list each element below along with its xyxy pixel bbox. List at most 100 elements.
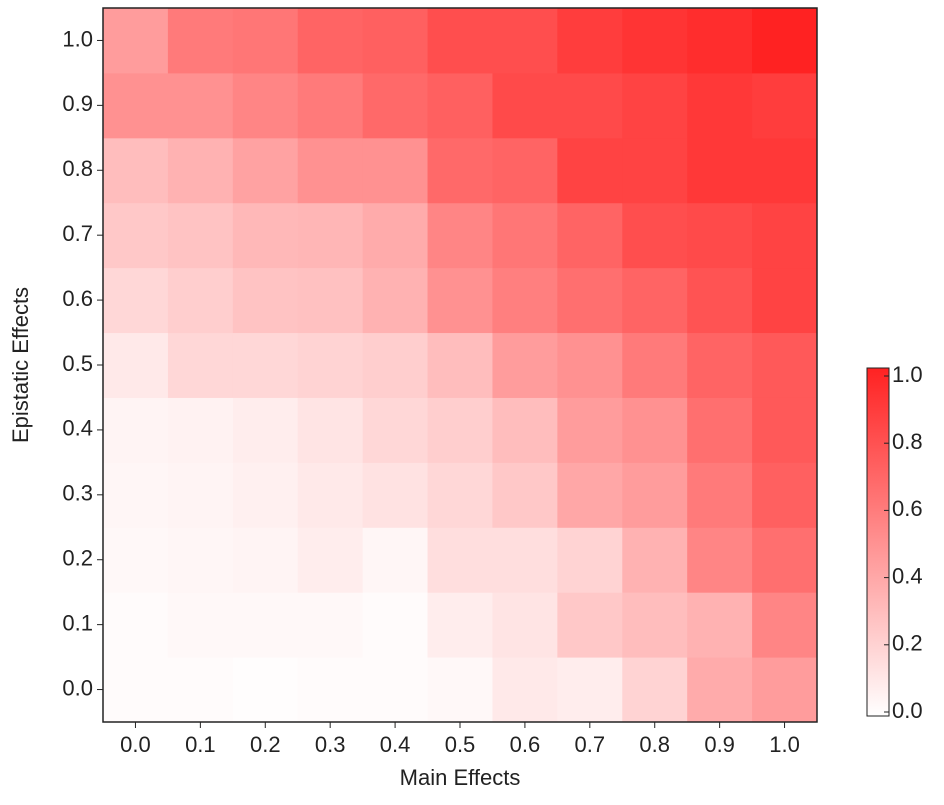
heatmap-cell [362,592,429,658]
heatmap-cell [167,592,234,658]
heatmap-cell [622,592,688,658]
heatmap-cell [297,657,364,723]
heatmap-cell [687,397,753,463]
heatmap-cell [232,332,299,398]
heatmap-cell [103,657,169,723]
heatmap-cell [557,397,623,463]
y-tick-label: 1.0 [62,26,93,51]
heatmap-cell [622,332,688,398]
heatmap-cell [103,397,169,463]
colorbar-tick-label: 0.4 [892,563,923,588]
heatmap-cell [232,8,299,74]
x-tick-label: 0.9 [704,732,735,757]
heatmap-cell [362,267,429,334]
heatmap-cell [492,657,558,723]
heatmap-cell [297,8,364,74]
heatmap-cell [167,202,234,269]
heatmap-cell [557,202,623,269]
heatmap-cell [557,8,623,74]
heatmap-cell [297,202,364,269]
heatmap-cell [362,527,429,593]
heatmap-cell [492,462,558,528]
heatmap-cell [232,137,299,204]
heatmap-cell [427,137,493,204]
heatmap-cell [103,592,169,658]
heatmap-cell [103,332,169,398]
heatmap-cell [103,267,169,334]
heatmap-cell [167,332,234,398]
heatmap-cell [297,267,364,334]
y-tick-label: 0.5 [62,351,93,376]
heatmap-cell [557,72,623,139]
heatmap-cell [752,462,818,528]
heatmap-cell [427,267,493,334]
colorbar-tick-label: 1.0 [892,362,923,387]
heatmap-cell [427,592,493,658]
heatmap-cell [297,397,364,463]
heatmap-cell [232,527,299,593]
heatmap-cell [427,462,493,528]
heatmap-cell [752,8,818,74]
heatmap-cell [492,72,558,139]
heatmap-cell [687,72,753,139]
heatmap-cell [687,592,753,658]
heatmap-cell [687,267,753,334]
heatmap-cell [362,8,429,74]
heatmap-cell [622,657,688,723]
heatmap-cell [103,8,169,74]
heatmap-cell [752,527,818,593]
heatmap-cell [687,332,753,398]
heatmap-cell [687,657,753,723]
heatmap-cell [687,137,753,204]
heatmap-cell [362,397,429,463]
heatmap-cell [752,72,818,139]
heatmap-cell [622,397,688,463]
heatmap-cell [492,202,558,269]
heatmap-cell [557,592,623,658]
heatmap-cell [622,72,688,139]
heatmap-cell [687,202,753,269]
heatmap-cell [103,137,169,204]
heatmap-cell [297,527,364,593]
heatmap-cell [492,397,558,463]
heatmap-cell [622,137,688,204]
heatmap-cell [427,657,493,723]
colorbar-tick-label: 0.8 [892,429,923,454]
heatmap-cell [622,267,688,334]
heatmap-cell [427,527,493,593]
heatmap-cell [427,397,493,463]
heatmap-cell [492,267,558,334]
heatmap-cell [167,72,234,139]
colorbar-tick-label: 0.2 [892,631,923,656]
heatmap-cell [297,72,364,139]
heatmap-cell [427,72,493,139]
heatmap-cell [752,657,818,723]
heatmap-cell [167,527,234,593]
heatmap-cell [752,397,818,463]
heatmap-cell [297,592,364,658]
heatmap-cell [687,8,753,74]
heatmap-cell [622,8,688,74]
x-tick-label: 0.0 [120,732,151,757]
heatmap-cell [427,202,493,269]
heatmap-cell [167,8,234,74]
heatmap-cell [427,332,493,398]
heatmap-cell [362,657,429,723]
y-tick-label: 0.0 [62,675,93,700]
colorbar-tick-label: 0.6 [892,496,923,521]
heatmap-cell [103,462,169,528]
heatmap-cell [557,462,623,528]
y-tick-label: 0.9 [62,91,93,116]
y-tick-label: 0.3 [62,481,93,506]
heatmap-cell [297,332,364,398]
heatmap-cell [752,137,818,204]
y-tick-label: 0.6 [62,286,93,311]
x-tick-label: 0.8 [639,732,670,757]
x-tick-label: 0.5 [445,732,476,757]
heatmap-cell [362,202,429,269]
heatmap-cell [232,397,299,463]
heatmap-cell [752,202,818,269]
heatmap-cell [297,462,364,528]
x-tick-label: 0.4 [380,732,411,757]
heatmap-cell [232,462,299,528]
